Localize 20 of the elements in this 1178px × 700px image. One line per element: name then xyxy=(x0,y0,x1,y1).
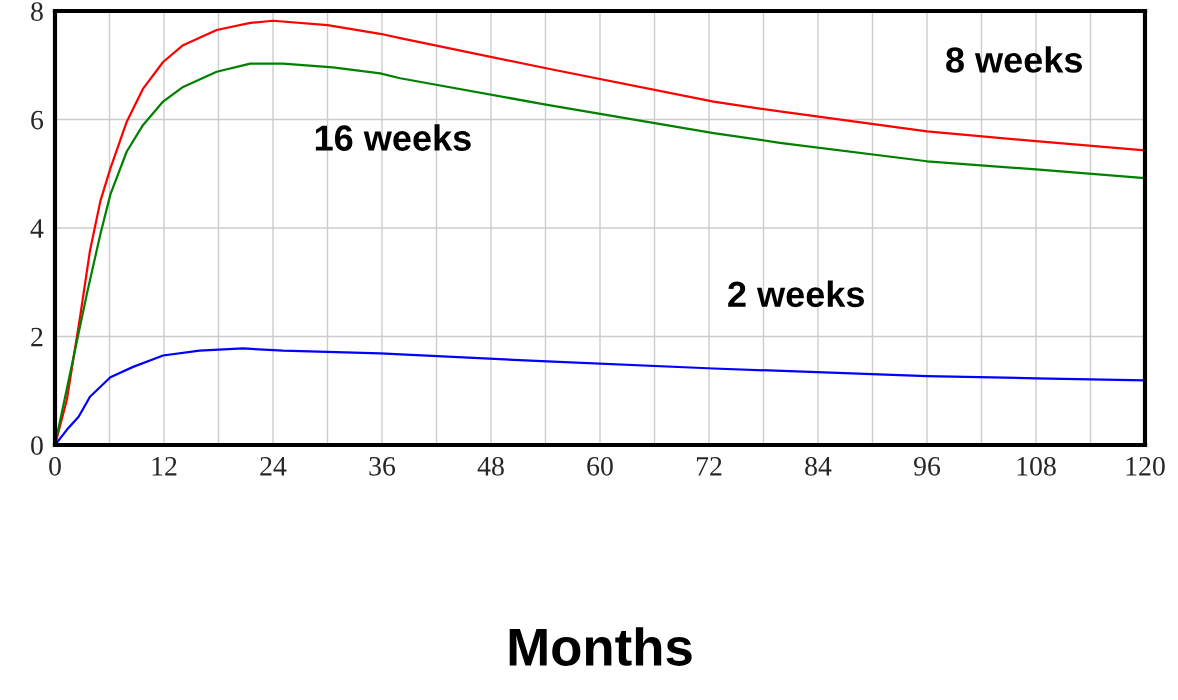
x-tick-label: 24 xyxy=(260,456,287,476)
y-tick-label: 6 xyxy=(31,110,44,130)
x-tick-label: 0 xyxy=(49,456,61,476)
x-axis-title: Months xyxy=(509,627,692,666)
x-tick-label: 120 xyxy=(1126,456,1165,476)
x-tick-label: 84 xyxy=(805,456,832,476)
series-label: 16 weeks xyxy=(315,124,471,151)
y-tick-label: 2 xyxy=(31,327,43,347)
x-tick-label: 72 xyxy=(696,456,722,476)
x-tick-label: 12 xyxy=(152,456,177,476)
y-tick-label: 0 xyxy=(31,436,43,455)
x-tick-label: 108 xyxy=(1017,456,1056,476)
series-label: 8 weeks xyxy=(946,46,1082,73)
y-tick-label: 4 xyxy=(30,219,44,238)
x-tick-label: 36 xyxy=(369,456,396,476)
y-tick-label: 8 xyxy=(31,2,43,21)
series-label: 2 weeks xyxy=(728,280,864,308)
x-tick-label: 48 xyxy=(477,456,504,476)
x-tick-label: 60 xyxy=(587,456,613,476)
x-tick-label: 96 xyxy=(914,456,941,476)
